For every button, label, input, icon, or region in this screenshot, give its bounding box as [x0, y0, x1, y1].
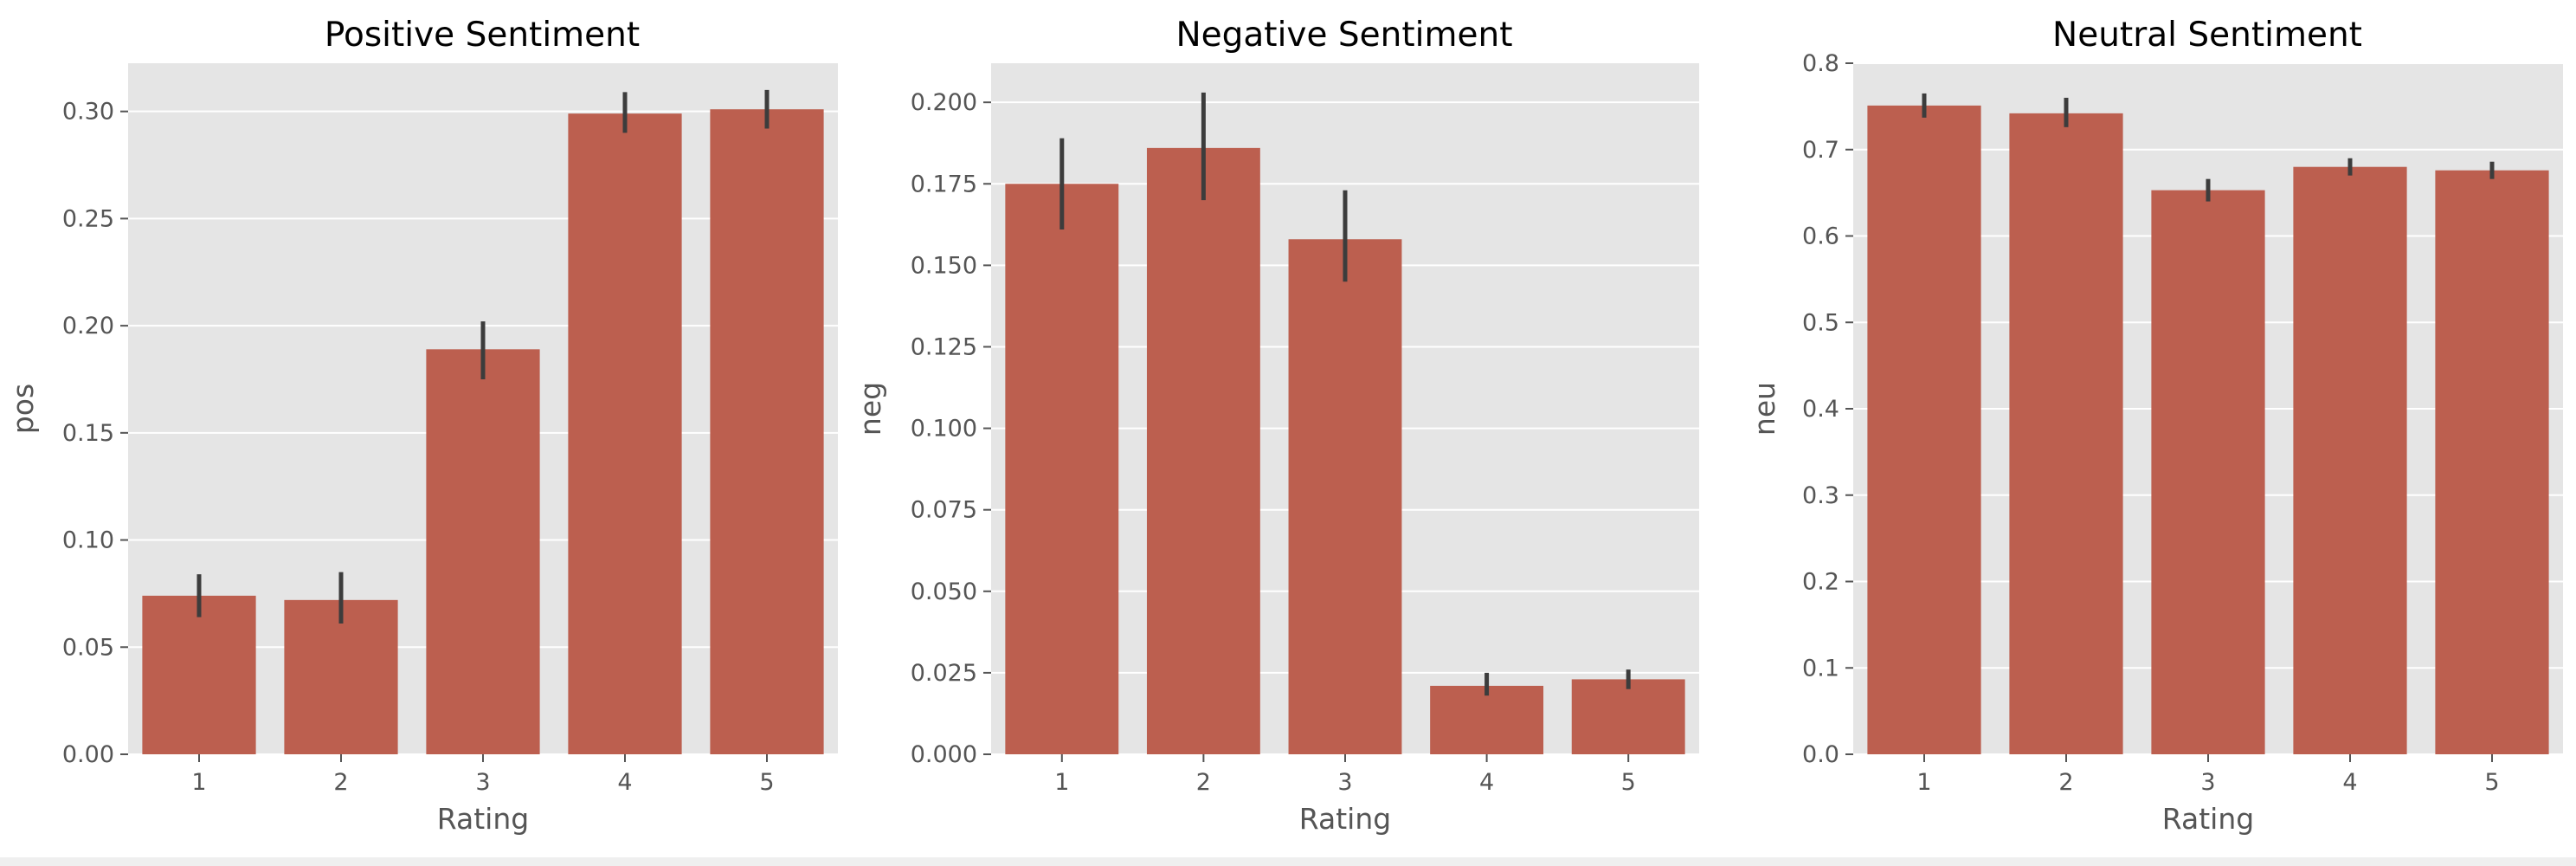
x-tick-label: 1: [1916, 769, 1931, 796]
chart-title: Negative Sentiment: [1175, 16, 1512, 55]
bar-rating-2: [2009, 113, 2123, 755]
bar-rating-1: [142, 595, 256, 754]
chart-title: Neutral Sentiment: [2052, 16, 2362, 55]
y-axis-label: neu: [1748, 382, 1781, 436]
x-tick-label: 4: [2342, 769, 2357, 796]
y-tick-label: 0.125: [911, 333, 977, 360]
bar-rating-5: [710, 109, 824, 754]
y-tick-label: 0.8: [1802, 50, 1839, 77]
y-tick-label: 0.15: [62, 420, 114, 447]
x-tick-label: 4: [617, 769, 632, 796]
y-tick-label: 0.20: [62, 313, 114, 339]
y-tick-label: 0.4: [1802, 396, 1839, 423]
y-tick-label: 0.3: [1802, 482, 1839, 509]
x-tick-label: 4: [1479, 769, 1494, 796]
x-tick-label: 2: [333, 769, 348, 796]
x-tick-label: 2: [1196, 769, 1211, 796]
bar-rating-3: [1288, 239, 1402, 754]
y-tick-label: 0.200: [911, 89, 977, 116]
y-tick-label: 0.5: [1802, 309, 1839, 336]
bar-rating-1: [1005, 184, 1119, 755]
x-tick-label: 1: [191, 769, 206, 796]
bar-rating-3: [2151, 190, 2265, 754]
bar-rating-2: [284, 599, 398, 754]
x-tick-label: 5: [759, 769, 774, 796]
y-tick-label: 0.10: [62, 527, 114, 554]
y-axis-label: neg: [853, 382, 887, 436]
y-tick-label: 0.6: [1802, 223, 1839, 250]
x-axis-label: Rating: [1299, 802, 1391, 836]
x-tick-label: 5: [1621, 769, 1636, 796]
y-tick-label: 0.2: [1802, 569, 1839, 596]
x-axis-label: Rating: [437, 802, 529, 836]
chart-title: Positive Sentiment: [325, 16, 640, 55]
bar-rating-4: [2293, 166, 2407, 754]
y-tick-label: 0.075: [911, 497, 977, 524]
y-tick-label: 0.30: [62, 99, 114, 126]
y-tick-label: 0.050: [911, 578, 977, 605]
y-tick-label: 0.25: [62, 205, 114, 232]
chart-panel-1: 0.00 0.05 0.10 0.15 0.20 0.25 0.30 1 2 3 4 5 Positiv…: [6, 16, 838, 836]
chart-panel-2: 0.000 0.025 0.050 0.075 0.100 0.125 0.150 0.175…: [853, 16, 1699, 836]
bar-rating-2: [1146, 147, 1260, 754]
x-tick-label: 5: [2484, 769, 2499, 796]
bar-rating-1: [1867, 105, 1981, 754]
bar-rating-3: [426, 349, 540, 754]
y-tick-label: 0.175: [911, 171, 977, 197]
x-tick-label: 1: [1054, 769, 1069, 796]
bar-rating-5: [1571, 679, 1685, 754]
x-tick-label: 3: [2200, 769, 2215, 796]
bar-rating-4: [568, 113, 682, 755]
x-tick-label: 3: [1337, 769, 1352, 796]
x-tick-label: 2: [2058, 769, 2073, 796]
y-tick-label: 0.000: [911, 741, 977, 768]
y-tick-label: 0.00: [62, 741, 114, 768]
x-axis-label: Rating: [2162, 802, 2254, 836]
y-tick-label: 0.1: [1802, 655, 1839, 682]
y-tick-label: 0.025: [911, 660, 977, 687]
chart-panel-3: 0.0 0.1 0.2 0.3 0.4 0.5 0.6 0.7 0.8 1 2 3 4 5 Neutral …: [1748, 16, 2563, 836]
x-tick-label: 3: [475, 769, 490, 796]
y-axis-label: pos: [6, 384, 40, 434]
y-tick-label: 0.150: [911, 252, 977, 279]
bottom-scroll-strip: [0, 857, 2576, 866]
y-tick-label: 0.7: [1802, 137, 1839, 164]
bar-rating-4: [1430, 685, 1544, 754]
y-tick-label: 0.100: [911, 416, 977, 443]
bar-rating-5: [2435, 170, 2549, 754]
y-tick-label: 0.0: [1802, 741, 1839, 768]
y-tick-label: 0.05: [62, 634, 114, 661]
